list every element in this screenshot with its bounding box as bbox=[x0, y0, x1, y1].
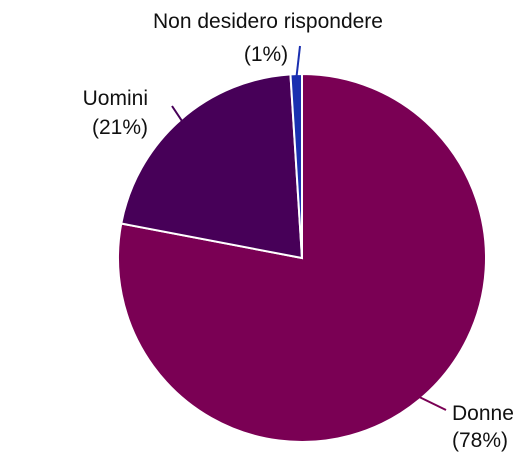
leader-line-2 bbox=[295, 45, 301, 79]
leader-lines bbox=[171, 45, 447, 411]
leader-line-0 bbox=[415, 394, 447, 411]
pie-slices bbox=[117, 72, 487, 443]
slice-labels: Donne (78%) Uomini (21%) Non desidero rispon… bbox=[83, 10, 514, 452]
slice-label-0: Donne bbox=[452, 402, 514, 425]
slice-percent-label-0: (78%) bbox=[452, 429, 508, 452]
pie-slice-0 bbox=[117, 72, 487, 443]
slice-label-2: Non desidero rispondere bbox=[153, 10, 383, 33]
leader-line-1 bbox=[171, 105, 186, 126]
slice-percent-label-2: (1%) bbox=[244, 43, 288, 66]
slice-label-1: Uomini bbox=[83, 87, 148, 110]
slice-percent-label-1: (21%) bbox=[92, 116, 148, 139]
